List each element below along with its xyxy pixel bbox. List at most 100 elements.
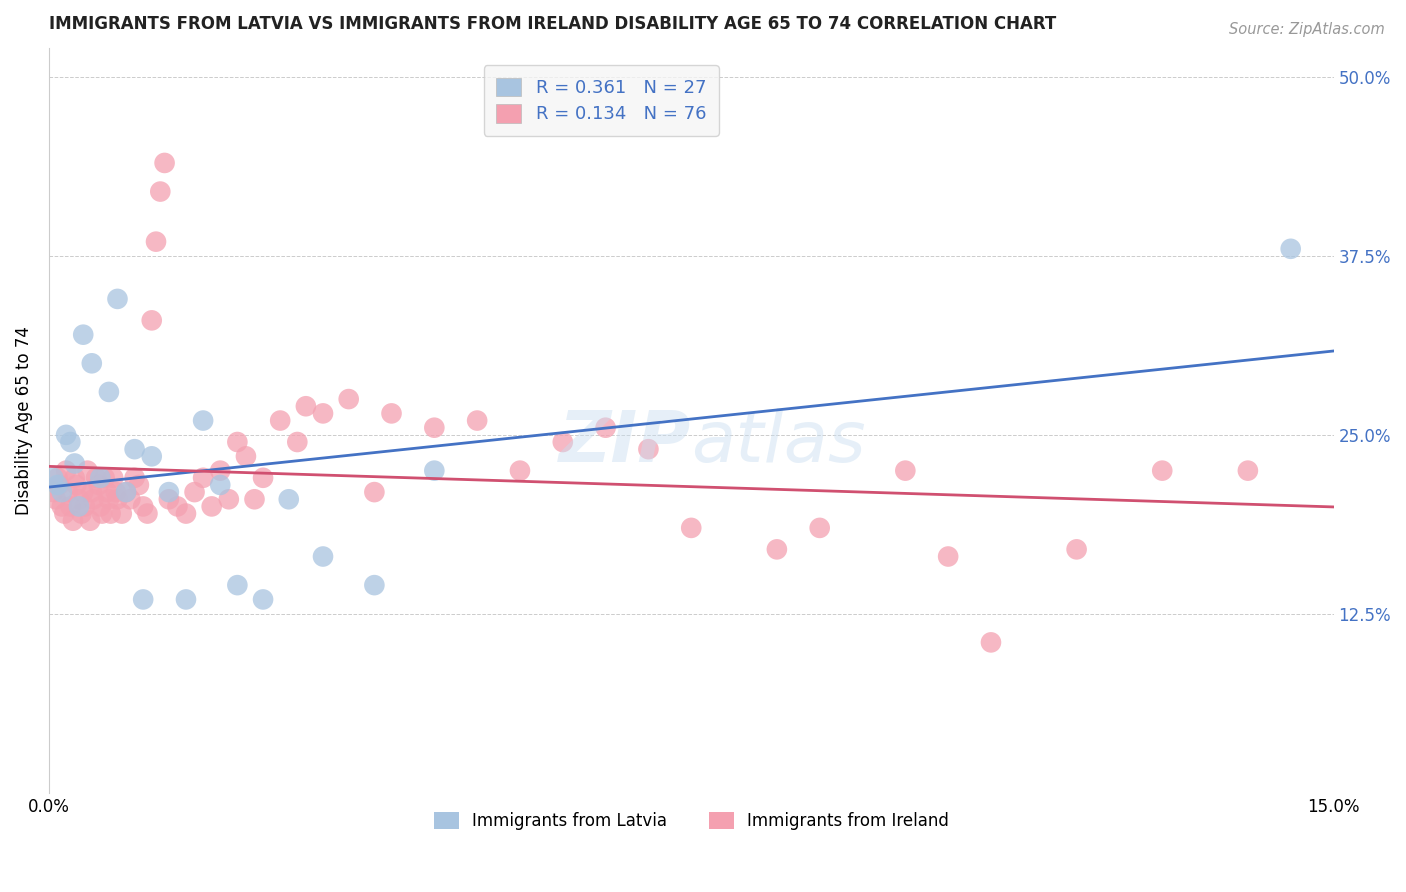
Immigrants from Ireland (980, 635, 1002, 649)
Immigrants from Ireland (218, 492, 240, 507)
Immigrants from Ireland (53, 507, 76, 521)
Immigrants from Ireland (337, 392, 360, 406)
Immigrants from Ireland (153, 156, 176, 170)
Immigrants from Ireland (637, 442, 659, 457)
Immigrants from Ireland (681, 521, 703, 535)
Immigrants from Ireland (56, 485, 79, 500)
Immigrants from Ireland (84, 471, 107, 485)
Immigrants from Ireland (46, 471, 69, 485)
Immigrants from Ireland (72, 485, 94, 500)
Immigrants from Ireland (1237, 464, 1260, 478)
Immigrants from Ireland (766, 542, 789, 557)
Y-axis label: Disability Age 65 to 74: Disability Age 65 to 74 (15, 326, 32, 515)
Immigrants from Latvia (63, 457, 86, 471)
Immigrants from Latvia (363, 578, 385, 592)
Immigrants from Ireland (465, 413, 488, 427)
Immigrants from Latvia (157, 485, 180, 500)
Immigrants from Ireland (70, 507, 93, 521)
Immigrants from Ireland (252, 471, 274, 485)
Immigrants from Latvia (191, 413, 214, 427)
Immigrants from Ireland (808, 521, 831, 535)
Text: IMMIGRANTS FROM LATVIA VS IMMIGRANTS FROM IRELAND DISABILITY AGE 65 TO 74 CORREL: IMMIGRANTS FROM LATVIA VS IMMIGRANTS FRO… (49, 15, 1056, 33)
Immigrants from Latvia (72, 327, 94, 342)
Immigrants from Ireland (124, 471, 146, 485)
Legend: Immigrants from Latvia, Immigrants from Ireland: Immigrants from Latvia, Immigrants from … (427, 805, 956, 837)
Immigrants from Ireland (59, 500, 82, 514)
Immigrants from Ireland (79, 514, 101, 528)
Immigrants from Ireland (51, 500, 73, 514)
Immigrants from Ireland (136, 507, 159, 521)
Immigrants from Latvia (51, 485, 73, 500)
Immigrants from Latvia (423, 464, 446, 478)
Immigrants from Ireland (120, 492, 142, 507)
Text: atlas: atlas (692, 409, 866, 477)
Immigrants from Ireland (174, 507, 197, 521)
Immigrants from Ireland (91, 507, 114, 521)
Immigrants from Ireland (1152, 464, 1174, 478)
Immigrants from Ireland (380, 406, 402, 420)
Immigrants from Ireland (269, 413, 291, 427)
Immigrants from Ireland (67, 492, 90, 507)
Immigrants from Latvia (80, 356, 103, 370)
Immigrants from Ireland (157, 492, 180, 507)
Immigrants from Ireland (226, 435, 249, 450)
Immigrants from Ireland (209, 464, 232, 478)
Immigrants from Ireland (104, 485, 127, 500)
Immigrants from Ireland (145, 235, 167, 249)
Immigrants from Ireland (76, 464, 98, 478)
Immigrants from Latvia (174, 592, 197, 607)
Immigrants from Ireland (149, 185, 172, 199)
Immigrants from Latvia (124, 442, 146, 457)
Immigrants from Ireland (183, 485, 205, 500)
Immigrants from Latvia (67, 500, 90, 514)
Text: ZIP: ZIP (560, 409, 692, 477)
Immigrants from Latvia (115, 485, 138, 500)
Immigrants from Ireland (97, 492, 120, 507)
Immigrants from Ireland (295, 399, 318, 413)
Immigrants from Latvia (46, 478, 69, 492)
Immigrants from Ireland (363, 485, 385, 500)
Immigrants from Ireland (100, 507, 122, 521)
Immigrants from Ireland (107, 492, 129, 507)
Immigrants from Latvia (97, 384, 120, 399)
Immigrants from Ireland (141, 313, 163, 327)
Immigrants from Ireland (42, 485, 65, 500)
Immigrants from Ireland (191, 471, 214, 485)
Immigrants from Ireland (285, 435, 308, 450)
Immigrants from Ireland (96, 485, 118, 500)
Immigrants from Ireland (93, 471, 115, 485)
Immigrants from Ireland (1066, 542, 1088, 557)
Immigrants from Latvia (226, 578, 249, 592)
Immigrants from Ireland (894, 464, 917, 478)
Immigrants from Ireland (423, 420, 446, 434)
Text: Source: ZipAtlas.com: Source: ZipAtlas.com (1229, 22, 1385, 37)
Immigrants from Ireland (115, 485, 138, 500)
Immigrants from Ireland (243, 492, 266, 507)
Immigrants from Latvia (209, 478, 232, 492)
Immigrants from Latvia (42, 471, 65, 485)
Immigrants from Ireland (166, 500, 188, 514)
Immigrants from Ireland (89, 500, 111, 514)
Immigrants from Ireland (551, 435, 574, 450)
Immigrants from Ireland (48, 478, 70, 492)
Immigrants from Ireland (65, 478, 87, 492)
Immigrants from Ireland (103, 471, 125, 485)
Immigrants from Ireland (62, 514, 84, 528)
Immigrants from Ireland (73, 500, 96, 514)
Immigrants from Latvia (141, 450, 163, 464)
Immigrants from Ireland (235, 450, 257, 464)
Immigrants from Ireland (55, 464, 77, 478)
Immigrants from Ireland (111, 507, 134, 521)
Immigrants from Ireland (80, 485, 103, 500)
Immigrants from Ireland (87, 478, 110, 492)
Immigrants from Ireland (83, 492, 105, 507)
Immigrants from Ireland (312, 406, 335, 420)
Immigrants from Latvia (59, 435, 82, 450)
Immigrants from Latvia (89, 471, 111, 485)
Immigrants from Ireland (936, 549, 959, 564)
Immigrants from Ireland (45, 492, 67, 507)
Immigrants from Latvia (55, 428, 77, 442)
Immigrants from Ireland (201, 500, 224, 514)
Immigrants from Latvia (107, 292, 129, 306)
Immigrants from Latvia (277, 492, 299, 507)
